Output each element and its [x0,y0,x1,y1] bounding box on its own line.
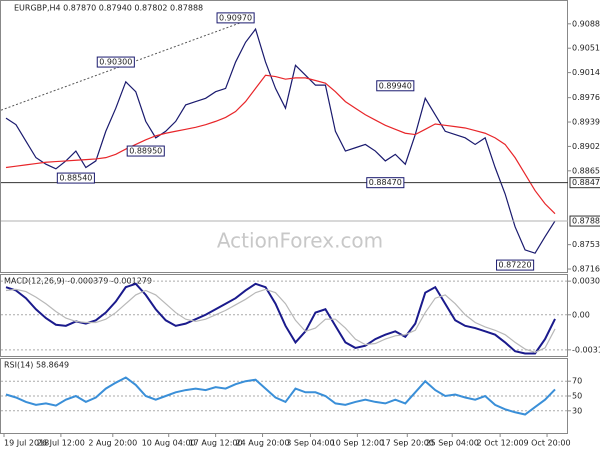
x-tick-label: 10 Sep 12:00 [331,439,384,448]
value-label: 0.88470 [369,178,402,187]
label-box [96,56,135,68]
main-frame [0,0,568,273]
x-tick-label: 2 Aug 20:00 [88,439,137,448]
trend-line [0,16,256,111]
value-label: 0.90970 [219,13,252,22]
value-label: 0.87220 [499,261,532,270]
x-tick-label: 25 Sep 04:00 [426,439,479,448]
series-line [5,74,556,215]
x-tick-label: 2 Oct 12:00 [477,439,524,448]
value-label: 0.88540 [59,174,92,183]
y-tick-label: 30 [572,406,582,415]
label-box [126,145,165,157]
series-line [5,376,556,416]
label-box [496,259,535,271]
label-box [376,80,415,92]
y-tick-label: 0.00 [572,310,590,319]
label-box [569,177,600,189]
x-tick-label: 26 Jul 12:00 [37,439,85,448]
watermark: ActionForex.com [217,229,383,253]
label-box [366,177,405,189]
y-tick-label: -0.003174 [572,345,600,354]
value-label: 0.90300 [99,58,132,67]
x-tick-label: 19 Jul 2018 [4,439,49,448]
rsi-frame [0,358,568,434]
label-box [56,172,95,184]
series-line [5,27,556,254]
chart-title: EURGBP,H4 0.87870 0.87940 0.87802 0.8788… [14,4,203,13]
value-label: 0.88950 [129,147,162,156]
x-tick-label: 10 Aug 04:00 [142,439,196,448]
series-line [5,288,556,353]
x-tick-label: 17 Sep 20:00 [381,439,434,448]
x-tick-label: 24 Aug 20:00 [236,439,290,448]
label-box [216,12,255,24]
x-tick-label: 3 Sep 04:00 [286,439,334,448]
x-tick-label: 17 Aug 12:00 [189,439,243,448]
y-tick-label: 0.003042 [572,277,600,286]
value-label: 0.89940 [379,81,412,90]
macd-frame [0,274,568,357]
rsi-title: RSI(14) 58.8649 [4,361,69,370]
y-tick-label: 70 [572,377,582,386]
y-tick-label: 50 [572,392,582,401]
value-label: 0.87888 [572,217,600,226]
series-line [5,282,556,355]
value-label: 0.88470 [572,178,600,187]
x-tick-label: 9 Oct 20:00 [524,439,571,448]
label-box [569,215,600,227]
